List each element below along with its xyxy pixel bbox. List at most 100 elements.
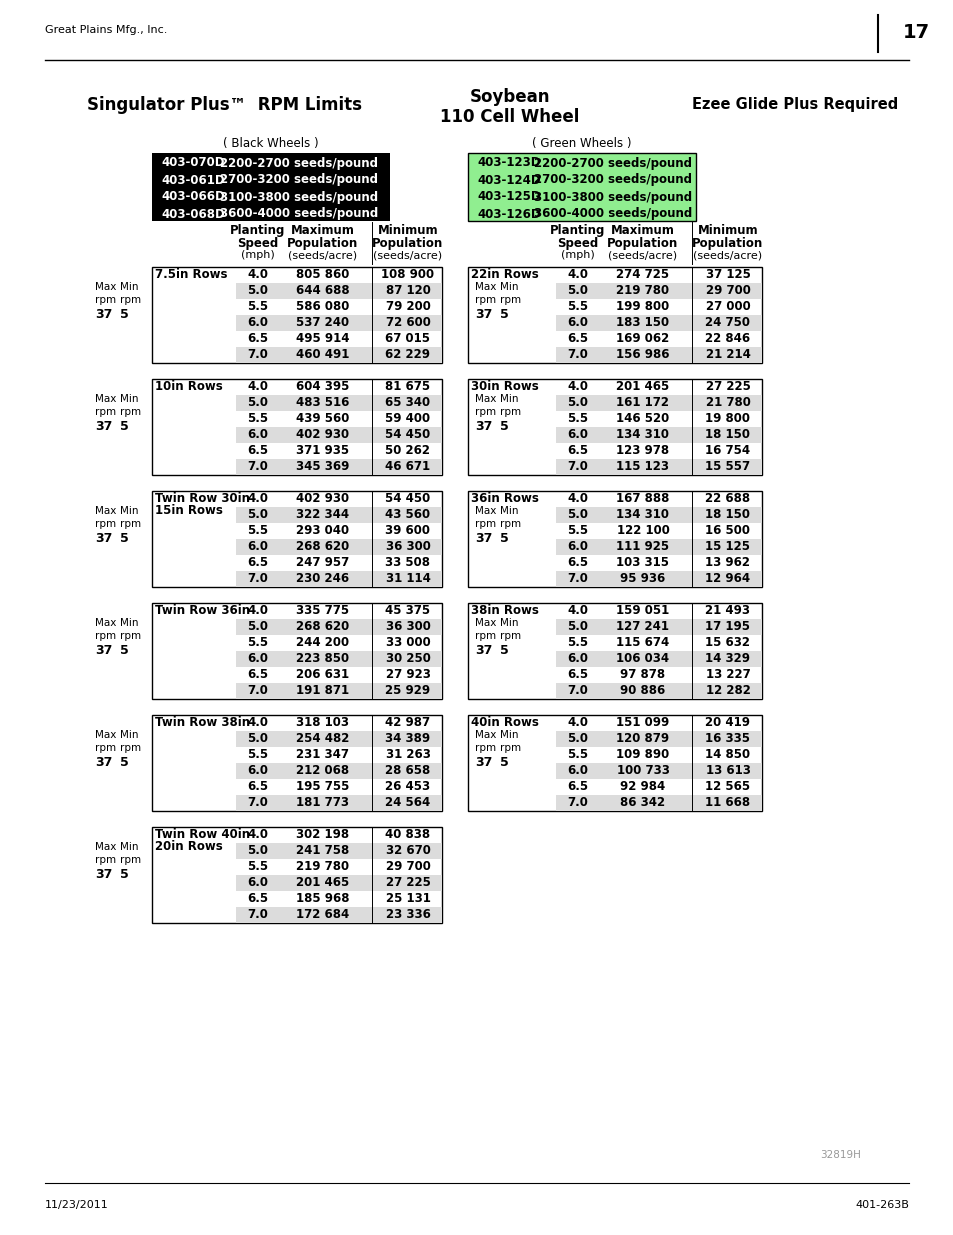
Text: 38in Rows: 38in Rows [471, 604, 538, 618]
Text: 7.0: 7.0 [567, 797, 588, 809]
Text: 123 978: 123 978 [616, 445, 669, 457]
Text: 439 560: 439 560 [296, 412, 350, 426]
Text: 5.0: 5.0 [247, 284, 268, 298]
Text: 103 315: 103 315 [616, 557, 669, 569]
Text: 293 040: 293 040 [296, 525, 349, 537]
Text: 31 263: 31 263 [385, 748, 430, 762]
Text: Max: Max [95, 730, 116, 740]
Text: 40in Rows: 40in Rows [471, 716, 538, 730]
Text: 6.5: 6.5 [247, 781, 269, 794]
Text: 5.5: 5.5 [567, 636, 588, 650]
Bar [556, 395, 761, 411]
Text: 2700-3200 seeds/pound: 2700-3200 seeds/pound [534, 173, 691, 186]
Text: 5: 5 [120, 645, 129, 657]
Text: Speed: Speed [237, 237, 278, 249]
Text: 24 564: 24 564 [385, 797, 430, 809]
Text: 2200-2700 seeds/pound: 2200-2700 seeds/pound [220, 157, 377, 169]
Text: rpm: rpm [95, 855, 116, 864]
Text: 6.5: 6.5 [247, 445, 269, 457]
Text: 54 450: 54 450 [385, 429, 430, 441]
Text: Max: Max [95, 618, 116, 629]
Bar [468, 379, 761, 475]
Text: 5.5: 5.5 [247, 861, 269, 873]
Text: 201 465: 201 465 [616, 380, 669, 394]
Text: 7.0: 7.0 [567, 573, 588, 585]
Text: rpm: rpm [499, 295, 520, 305]
Text: 37: 37 [95, 757, 112, 769]
Text: 199 800: 199 800 [616, 300, 669, 314]
Text: 7.0: 7.0 [567, 461, 588, 473]
Text: 5.5: 5.5 [247, 636, 269, 650]
Text: 42 987: 42 987 [385, 716, 430, 730]
Bar [556, 651, 761, 667]
Text: (mph): (mph) [560, 249, 595, 261]
Text: 5: 5 [499, 645, 508, 657]
Text: 371 935: 371 935 [296, 445, 349, 457]
Text: 24 750: 24 750 [705, 316, 750, 330]
Text: 206 631: 206 631 [296, 668, 349, 682]
Text: rpm: rpm [120, 855, 141, 864]
Text: 6.5: 6.5 [247, 557, 269, 569]
Text: 37: 37 [95, 309, 112, 321]
Text: 5: 5 [499, 757, 508, 769]
Text: 403-068D: 403-068D [161, 207, 225, 221]
Text: rpm: rpm [499, 743, 520, 753]
Text: 65 340: 65 340 [385, 396, 430, 410]
Text: 212 068: 212 068 [296, 764, 349, 778]
Bar [468, 715, 761, 811]
Text: 460 491: 460 491 [296, 348, 350, 362]
Text: 586 080: 586 080 [296, 300, 350, 314]
Text: rpm: rpm [475, 631, 496, 641]
Bar [152, 715, 441, 811]
Text: 7.0: 7.0 [247, 909, 268, 921]
Text: 7.0: 7.0 [567, 348, 588, 362]
Text: 134 310: 134 310 [616, 509, 669, 521]
Text: 146 520: 146 520 [616, 412, 669, 426]
Text: 13 227: 13 227 [705, 668, 750, 682]
Text: 6.0: 6.0 [247, 764, 268, 778]
Text: 318 103: 318 103 [296, 716, 349, 730]
Text: 108 900: 108 900 [381, 268, 435, 282]
Text: Population: Population [372, 237, 443, 249]
Text: 3100-3800 seeds/pound: 3100-3800 seeds/pound [534, 190, 691, 204]
Text: ( Black Wheels ): ( Black Wheels ) [223, 137, 318, 149]
Text: 37: 37 [95, 868, 112, 882]
Text: (seeds/acre): (seeds/acre) [288, 249, 357, 261]
Text: 59 400: 59 400 [385, 412, 430, 426]
Text: 46 671: 46 671 [385, 461, 430, 473]
Text: 11/23/2011: 11/23/2011 [45, 1200, 109, 1210]
Text: 2700-3200 seeds/pound: 2700-3200 seeds/pound [220, 173, 377, 186]
Text: Min: Min [120, 394, 138, 404]
Text: 39 600: 39 600 [385, 525, 430, 537]
Text: 7.0: 7.0 [247, 684, 268, 698]
Text: Planting: Planting [230, 224, 285, 237]
Text: 28 658: 28 658 [385, 764, 430, 778]
Text: 167 888: 167 888 [616, 493, 669, 505]
Text: (seeds/acre): (seeds/acre) [693, 249, 761, 261]
Text: 37: 37 [475, 420, 492, 433]
Bar [235, 459, 441, 475]
Bar [556, 763, 761, 779]
Text: Max: Max [475, 618, 496, 629]
Bar [235, 876, 441, 890]
Text: 402 930: 402 930 [296, 429, 349, 441]
Text: 67 015: 67 015 [385, 332, 430, 346]
Text: 33 508: 33 508 [385, 557, 430, 569]
Text: 403-061D: 403-061D [161, 173, 224, 186]
Text: 36 300: 36 300 [385, 541, 430, 553]
Text: Minimum: Minimum [697, 224, 758, 237]
Text: 81 675: 81 675 [385, 380, 430, 394]
Text: 322 344: 322 344 [296, 509, 349, 521]
Text: (seeds/acre): (seeds/acre) [373, 249, 442, 261]
Text: 27 225: 27 225 [385, 877, 430, 889]
Text: Max: Max [95, 282, 116, 291]
Text: 33 000: 33 000 [385, 636, 430, 650]
Text: 5.0: 5.0 [567, 732, 588, 746]
Text: 7.0: 7.0 [247, 573, 268, 585]
Text: 21 493: 21 493 [705, 604, 750, 618]
Text: Min: Min [120, 618, 138, 629]
Bar [235, 508, 441, 522]
Text: 22in Rows: 22in Rows [471, 268, 538, 282]
Text: 110 Cell Wheel: 110 Cell Wheel [440, 107, 579, 126]
Text: 6.0: 6.0 [567, 541, 588, 553]
